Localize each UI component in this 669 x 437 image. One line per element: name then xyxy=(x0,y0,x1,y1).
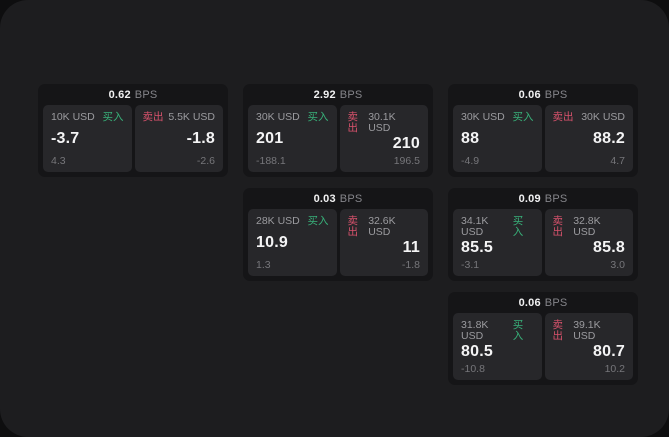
buy-panel[interactable]: 34.1K USD 买入 85.5 -3.1 xyxy=(453,209,542,276)
buy-delta: 4.3 xyxy=(51,154,66,167)
bps-unit-label: BPS xyxy=(339,88,363,101)
bps-value: 2.92 xyxy=(313,88,336,101)
sell-panel[interactable]: 卖出 30K USD 88.2 4.7 xyxy=(544,105,633,172)
bps-value: 0.03 xyxy=(313,192,336,205)
quote-card: 2.92 BPS 30K USD 买入 201 -188.1 卖出 30.1K … xyxy=(243,84,433,177)
buy-delta: 1.3 xyxy=(256,258,271,271)
sell-side-tag: 卖出 xyxy=(347,111,359,134)
buy-side-tag: 买入 xyxy=(512,319,524,342)
buy-panel[interactable]: 28K USD 买入 10.9 1.3 xyxy=(248,209,337,276)
bps-unit-label: BPS xyxy=(544,296,568,309)
sell-panel[interactable]: 卖出 39.1K USD 80.7 10.2 xyxy=(544,313,633,380)
buy-price: 10.9 xyxy=(256,234,288,251)
buy-side-tag: 买入 xyxy=(307,215,329,227)
buy-delta: -188.1 xyxy=(256,154,286,167)
bps-value: 0.09 xyxy=(518,192,541,205)
buy-amount-label: 30K USD xyxy=(256,111,300,123)
sell-panel[interactable]: 卖出 32.6K USD 11 -1.8 xyxy=(339,209,428,276)
buy-panel[interactable]: 30K USD 买入 201 -188.1 xyxy=(248,105,337,172)
sell-amount-label: 30K USD xyxy=(581,111,625,123)
buy-amount-label: 30K USD xyxy=(461,111,505,123)
sell-side-tag: 卖出 xyxy=(552,111,574,123)
sell-amount-label: 32.6K USD xyxy=(368,215,396,238)
bps-unit-label: BPS xyxy=(544,192,568,205)
sell-delta: 196.5 xyxy=(393,154,420,167)
sell-side-tag: 卖出 xyxy=(347,215,359,238)
buy-delta: -10.8 xyxy=(461,362,485,375)
buy-price: 85.5 xyxy=(461,239,493,257)
buy-side-tag: 买入 xyxy=(512,111,534,123)
sell-price: 80.7 xyxy=(593,343,625,361)
buy-price: -3.7 xyxy=(51,130,80,147)
bps-value: 0.06 xyxy=(518,88,541,101)
buy-panel[interactable]: 10K USD 买入 -3.7 4.3 xyxy=(43,105,132,172)
bps-header: 2.92 BPS xyxy=(243,84,433,105)
sell-price: 11 xyxy=(402,239,420,257)
sell-delta: 4.7 xyxy=(610,154,625,167)
bps-header: 0.03 BPS xyxy=(243,188,433,209)
buy-panel[interactable]: 31.8K USD 买入 80.5 -10.8 xyxy=(453,313,542,380)
buy-amount-label: 10K USD xyxy=(51,111,95,123)
buy-price: 88 xyxy=(461,130,480,147)
buy-amount-label: 34.1K USD xyxy=(461,215,489,238)
sell-amount-label: 30.1K USD xyxy=(368,111,396,134)
buy-amount-label: 28K USD xyxy=(256,215,300,227)
bps-unit-label: BPS xyxy=(339,192,363,205)
buy-delta: -4.9 xyxy=(461,154,480,167)
sell-panel[interactable]: 卖出 30.1K USD 210 196.5 xyxy=(339,105,428,172)
buy-panel[interactable]: 30K USD 买入 88 -4.9 xyxy=(453,105,542,172)
sell-amount-label: 32.8K USD xyxy=(573,215,601,238)
sell-amount-label: 5.5K USD xyxy=(168,111,215,123)
sell-side-tag: 卖出 xyxy=(552,319,564,342)
sell-price: 88.2 xyxy=(593,130,625,147)
sell-amount-label: 39.1K USD xyxy=(573,319,601,342)
sell-side-tag: 卖出 xyxy=(142,111,164,123)
sell-price: 85.8 xyxy=(593,239,625,257)
bps-header: 0.06 BPS xyxy=(448,292,638,313)
buy-side-tag: 买入 xyxy=(512,215,524,238)
bps-value: 0.06 xyxy=(518,296,541,309)
quote-card: 0.03 BPS 28K USD 买入 10.9 1.3 卖出 32.6K US… xyxy=(243,188,433,281)
bps-header: 0.62 BPS xyxy=(38,84,228,105)
buy-side-tag: 买入 xyxy=(102,111,124,123)
quote-card: 0.62 BPS 10K USD 买入 -3.7 4.3 卖出 5.5K USD… xyxy=(38,84,228,177)
sell-price: 210 xyxy=(392,135,420,153)
sell-delta: -2.6 xyxy=(196,154,215,167)
buy-amount-label: 31.8K USD xyxy=(461,319,489,342)
sell-side-tag: 卖出 xyxy=(552,215,564,238)
buy-side-tag: 买入 xyxy=(307,111,329,123)
quote-card: 0.06 BPS 30K USD 买入 88 -4.9 卖出 30K USD 8… xyxy=(448,84,638,177)
bps-unit-label: BPS xyxy=(134,88,158,101)
sell-panel[interactable]: 卖出 5.5K USD -1.8 -2.6 xyxy=(134,105,223,172)
buy-price: 201 xyxy=(256,130,284,147)
bps-unit-label: BPS xyxy=(544,88,568,101)
buy-delta: -3.1 xyxy=(461,258,480,271)
bps-header: 0.06 BPS xyxy=(448,84,638,105)
quote-card: 0.09 BPS 34.1K USD 买入 85.5 -3.1 卖出 32.8K… xyxy=(448,188,638,281)
sell-delta: 3.0 xyxy=(610,258,625,271)
sell-delta: 10.2 xyxy=(604,362,625,375)
bps-value: 0.62 xyxy=(108,88,131,101)
buy-price: 80.5 xyxy=(461,343,493,361)
quote-card: 0.06 BPS 31.8K USD 买入 80.5 -10.8 卖出 39.1… xyxy=(448,292,638,385)
sell-price: -1.8 xyxy=(186,130,215,147)
sell-panel[interactable]: 卖出 32.8K USD 85.8 3.0 xyxy=(544,209,633,276)
sell-delta: -1.8 xyxy=(401,258,420,271)
bps-header: 0.09 BPS xyxy=(448,188,638,209)
